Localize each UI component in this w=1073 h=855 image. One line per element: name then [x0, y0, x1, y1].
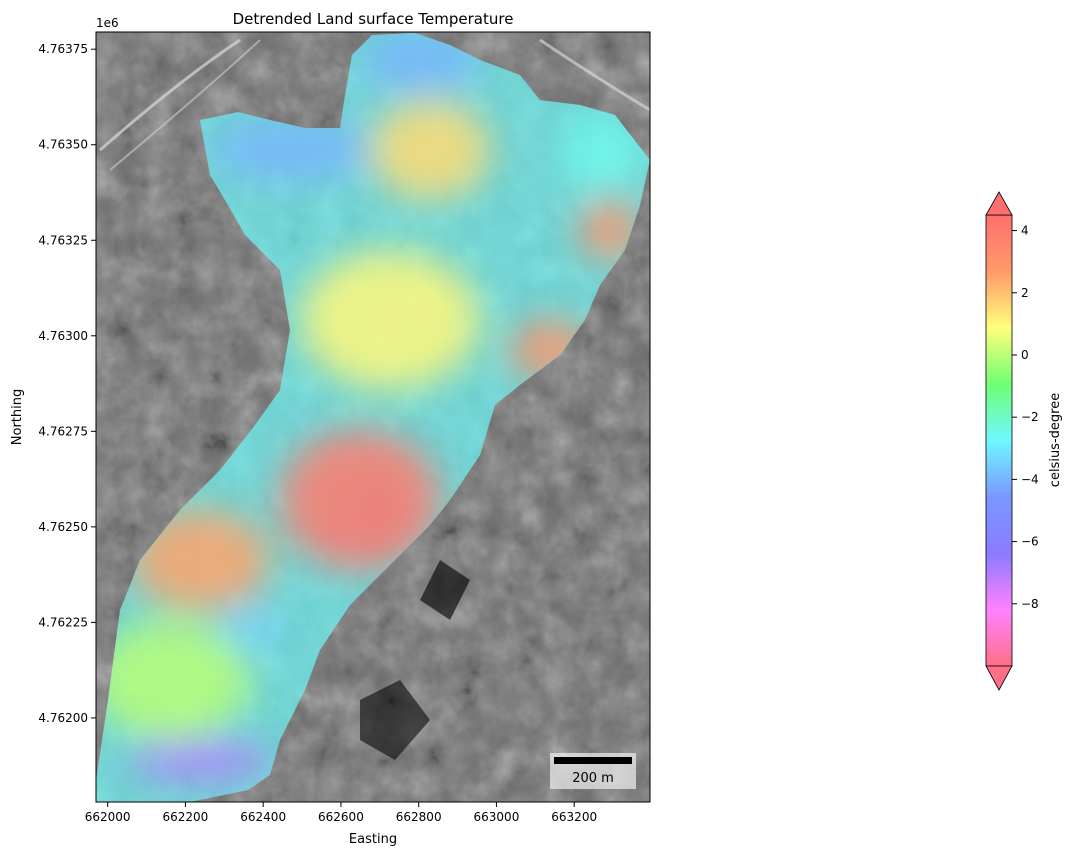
y-tick-label: 4.76200 [38, 711, 88, 725]
chart-title: Detrended Land surface Temperature [233, 10, 514, 28]
x-tick-label: 662600 [318, 810, 364, 824]
x-tick-label: 662200 [163, 810, 209, 824]
y-tick-label: 4.76300 [38, 329, 88, 343]
colorbar-tick-label: −8 [1021, 597, 1039, 611]
colorbar-gradient [985, 214, 1013, 667]
colorbar-extend-bottom [985, 665, 1013, 691]
region-north-top [360, 33, 480, 90]
y-axis-ticks: 4.76200 4.76225 4.76250 4.76275 4.76300 4.763… [38, 42, 96, 725]
y-tick-label: 4.76225 [38, 615, 88, 629]
x-tick-label: 663200 [551, 810, 597, 824]
colorbar-ticks: 4 2 0 −2 −4 −6 −8 [1012, 224, 1039, 611]
shadow-patch [420, 560, 470, 620]
x-axis-label: Easting [349, 832, 397, 847]
scalebar: 200 m [550, 753, 636, 789]
region-north-lobe [210, 120, 370, 180]
region-north-right [560, 110, 640, 190]
scalebar-bar [554, 757, 632, 764]
region-south-blue [220, 610, 280, 650]
region-hot-core [335, 480, 405, 560]
colorbar: 4 2 0 −2 −4 −6 −8 celsius-degree [985, 191, 1063, 691]
x-axis-ticks: 662000 662200 662400 662600 662800 663000 6632… [85, 802, 597, 824]
shadow-patch [360, 680, 430, 760]
scalebar-label: 200 m [572, 771, 614, 786]
y-offset-label: 1e6 [96, 16, 119, 30]
y-tick-label: 4.76350 [38, 138, 88, 152]
colorbar-tick-label: 4 [1021, 224, 1029, 238]
y-tick-label: 4.76250 [38, 520, 88, 534]
plot-frame [95, 31, 651, 803]
region-east-edge [580, 200, 640, 260]
river-line-3 [539, 38, 650, 112]
colorbar-tick-label: 2 [1021, 286, 1029, 300]
colorbar-label: celsius-degree [1048, 393, 1063, 487]
x-tick-label: 662000 [85, 810, 131, 824]
y-axis-label: Northing [10, 389, 25, 445]
colorbar-tick-label: −6 [1021, 535, 1039, 549]
region-north-center [370, 100, 490, 200]
x-tick-label: 662400 [240, 810, 286, 824]
region-south-tip [130, 740, 270, 780]
y-tick-label: 4.76375 [38, 42, 88, 56]
x-tick-label: 663000 [474, 810, 520, 824]
region-south-west [96, 620, 250, 740]
colorbar-tick-label: −4 [1021, 472, 1039, 486]
region-west-warm [130, 510, 270, 610]
colorbar-tick-label: −2 [1021, 410, 1039, 424]
colorbar-extend-top [985, 191, 1013, 216]
river-line-1 [99, 38, 241, 152]
region-central [300, 250, 480, 390]
y-tick-label: 4.76325 [38, 233, 88, 247]
river-line-2 [109, 39, 261, 171]
y-tick-label: 4.76275 [38, 424, 88, 438]
colorbar-tick-label: 0 [1021, 348, 1029, 362]
x-tick-label: 662800 [396, 810, 442, 824]
